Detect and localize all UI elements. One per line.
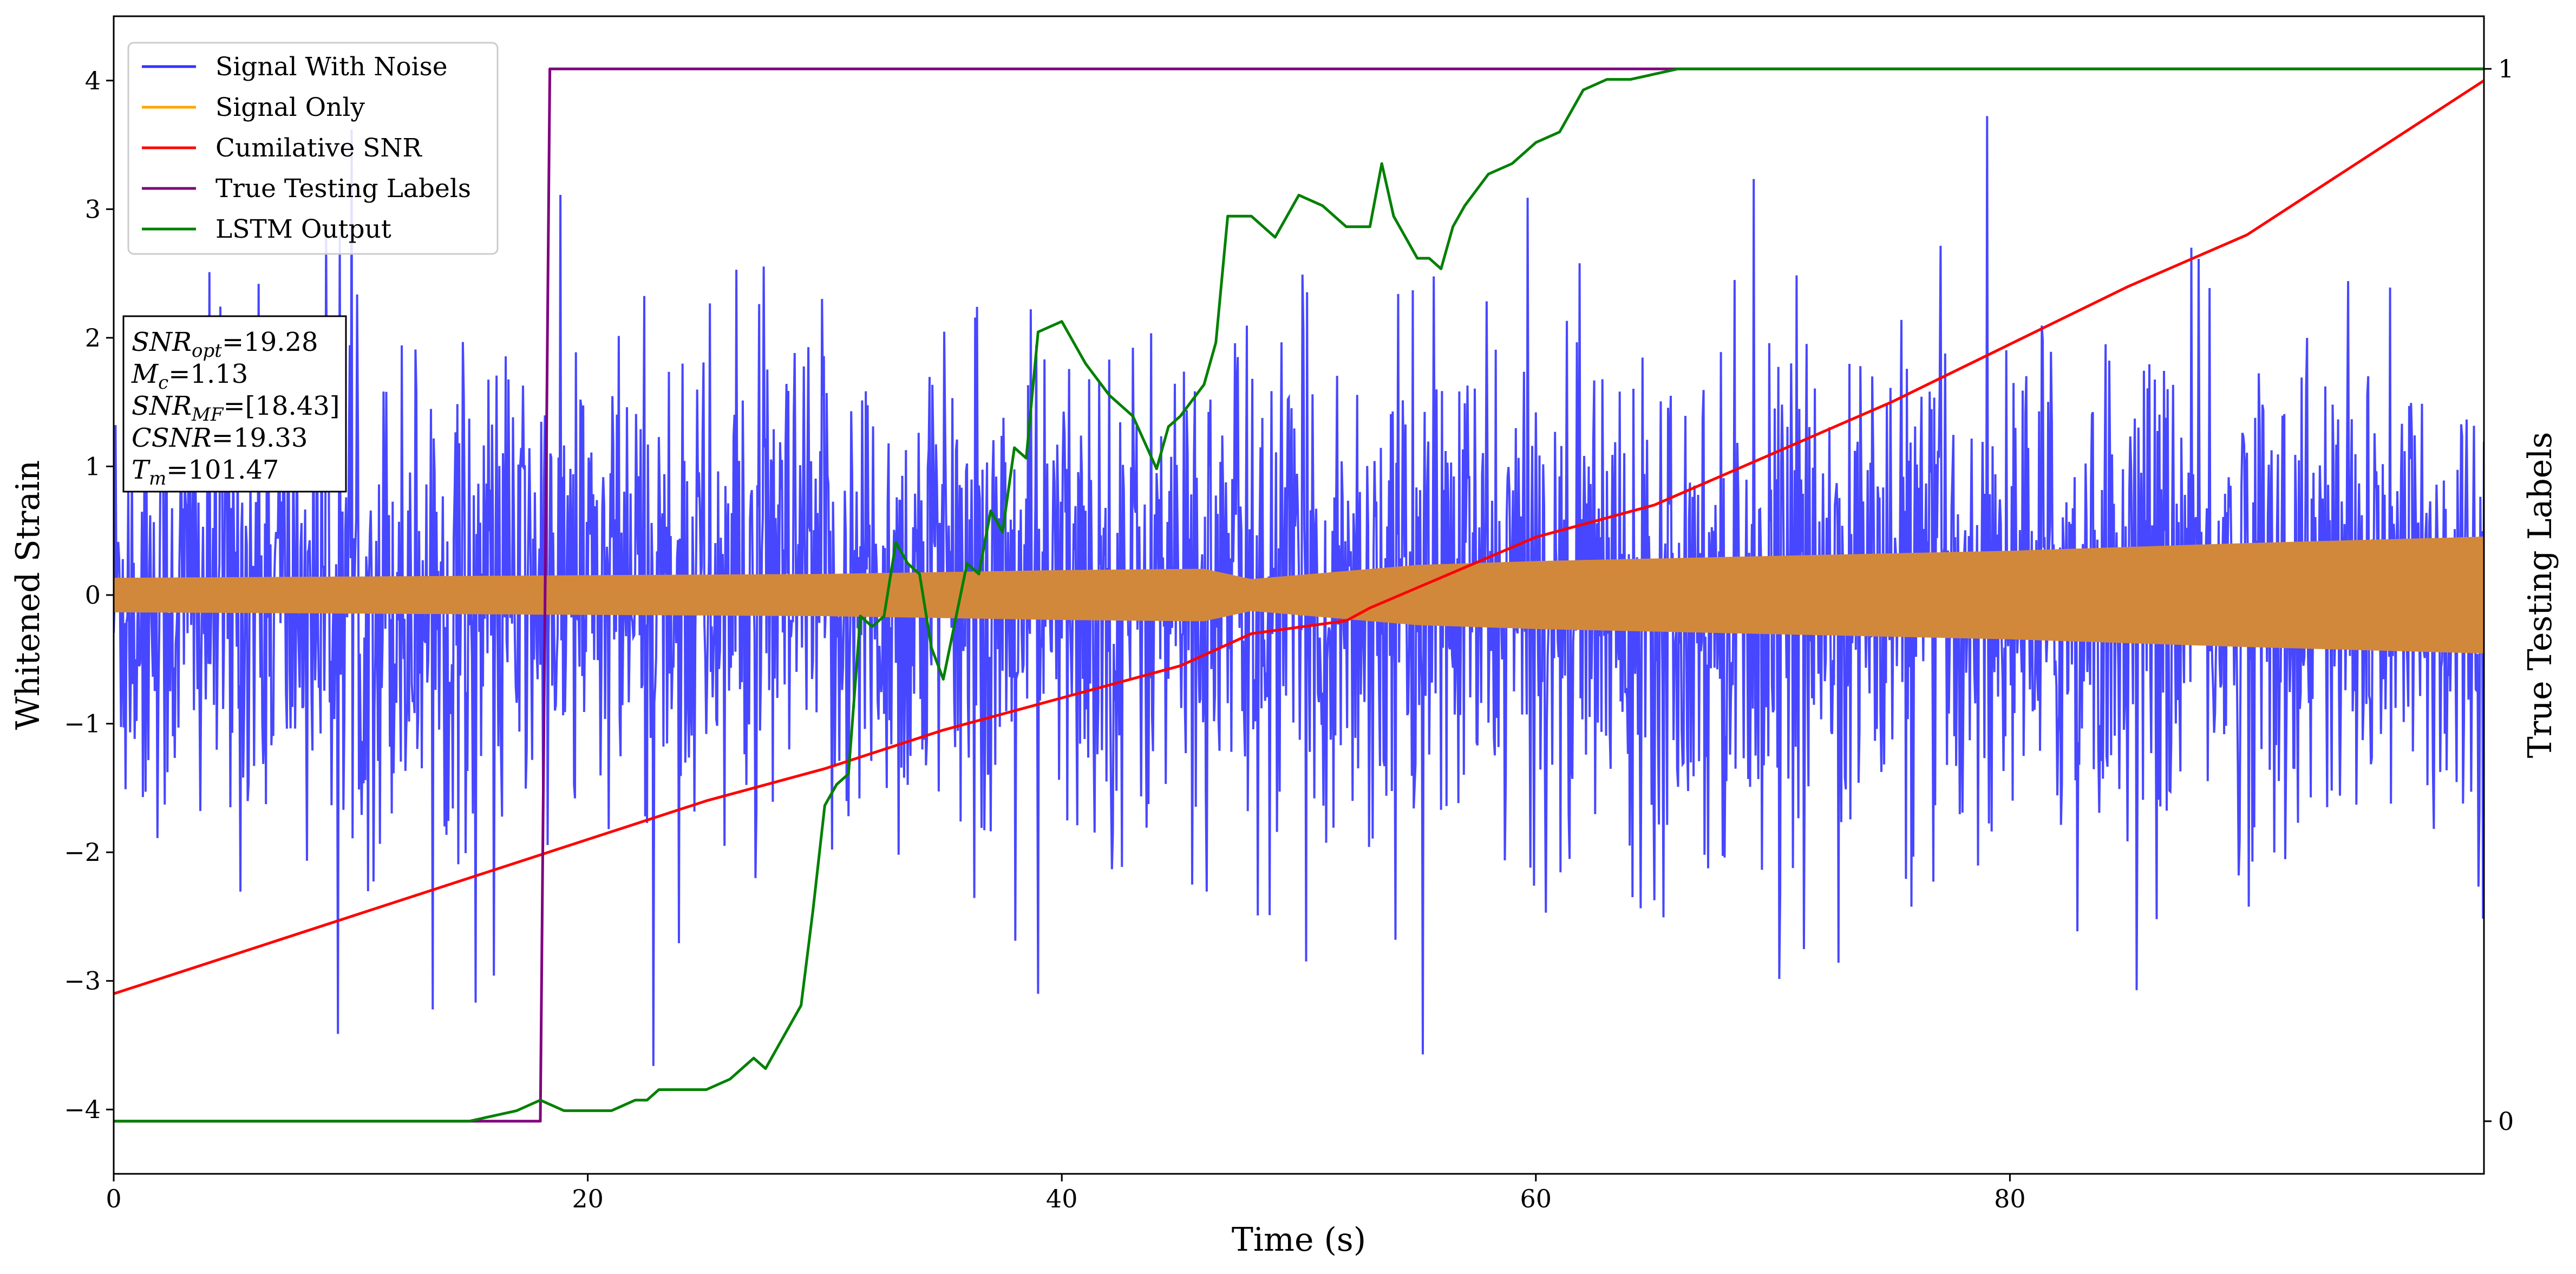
y-left-tick-label: −1 bbox=[64, 709, 101, 739]
y-left-tick-label: −4 bbox=[64, 1095, 101, 1124]
lstm-layer bbox=[114, 67, 2484, 1123]
info-box-line: SNRopt=19.28 bbox=[132, 327, 318, 362]
info-box-frame bbox=[122, 315, 347, 493]
y-left-tick-label: −2 bbox=[64, 838, 101, 867]
y-left-tick-label: 4 bbox=[85, 66, 101, 95]
signal-layer bbox=[114, 537, 2484, 654]
csnr-series-line bbox=[114, 79, 2484, 995]
y-left-tick-label: 1 bbox=[85, 452, 101, 481]
x-axis-label: Time (s) bbox=[1232, 1221, 1366, 1259]
legend-label: True Testing Labels bbox=[215, 174, 471, 204]
x-tick-label: 40 bbox=[1046, 1184, 1078, 1213]
legend: Signal With Noise Signal Only Cumilative S… bbox=[127, 42, 499, 255]
lstm-series-line bbox=[114, 67, 2484, 1123]
x-tick-label: 0 bbox=[106, 1184, 121, 1213]
x-axis-ticks: 0 20 40 60 80 bbox=[106, 1174, 2026, 1213]
x-tick-label: 80 bbox=[1994, 1184, 2026, 1213]
csnr-layer bbox=[114, 79, 2484, 995]
y-axis-right-ticks: 01 bbox=[2484, 54, 2514, 1136]
y-left-tick-label: 2 bbox=[85, 323, 101, 352]
plot-area bbox=[114, 67, 2484, 1123]
info-box-line: Tm=101.47 bbox=[132, 455, 279, 489]
info-box-line: Mc=1.13 bbox=[131, 359, 248, 394]
x-tick-label: 20 bbox=[572, 1184, 604, 1213]
legend-label: LSTM Output bbox=[215, 214, 391, 244]
info-box-line: CSNR=19.33 bbox=[132, 423, 308, 453]
y-right-tick-label: 0 bbox=[2498, 1107, 2514, 1136]
info-box: SNRopt=19.28Mc=1.13SNRMF=[18.43]CSNR=19.… bbox=[122, 315, 347, 493]
legend-label: Signal Only bbox=[215, 93, 365, 122]
y-axis-left-label: Whitened Strain bbox=[9, 460, 47, 730]
info-box-line: SNRMF=[18.43] bbox=[132, 391, 340, 426]
y-left-tick-label: −3 bbox=[64, 966, 101, 996]
y-right-tick-label: 1 bbox=[2498, 54, 2514, 83]
legend-frame bbox=[127, 42, 499, 255]
legend-label: Signal With Noise bbox=[215, 52, 448, 82]
x-tick-label: 60 bbox=[1520, 1184, 1552, 1213]
y-axis-right-label: True Testing Labels bbox=[2521, 432, 2559, 759]
legend-label: Cumilative SNR bbox=[215, 133, 422, 163]
signal-series-band bbox=[114, 537, 2484, 654]
y-left-tick-label: 0 bbox=[85, 580, 101, 610]
y-axis-left-ticks: −4 −3 −2 −1 0 1 2 3 4 bbox=[64, 66, 114, 1124]
y-left-tick-label: 3 bbox=[85, 194, 101, 224]
